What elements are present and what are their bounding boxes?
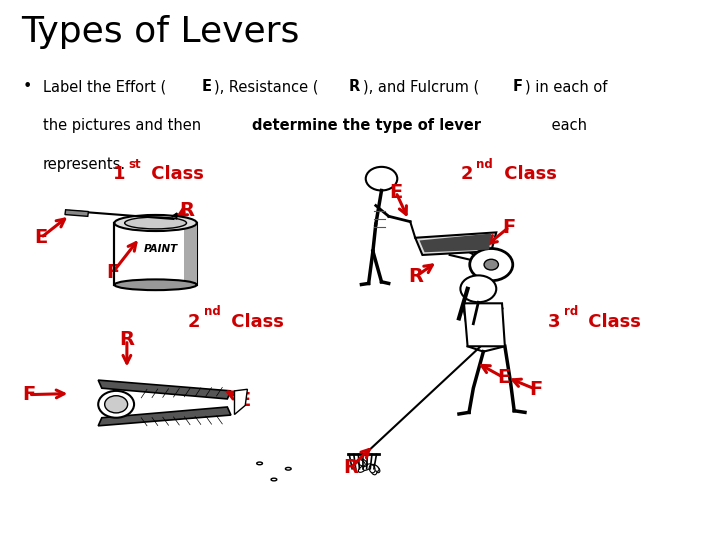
Ellipse shape: [363, 464, 372, 470]
Ellipse shape: [114, 279, 197, 290]
Ellipse shape: [371, 467, 377, 475]
Ellipse shape: [371, 464, 379, 471]
Bar: [184, 223, 197, 285]
Circle shape: [469, 248, 513, 281]
Text: F: F: [106, 263, 120, 282]
Text: rd: rd: [564, 306, 578, 319]
Ellipse shape: [271, 478, 276, 481]
Polygon shape: [235, 389, 248, 415]
Text: E: E: [202, 79, 212, 94]
Text: nd: nd: [204, 306, 221, 319]
Text: F: F: [22, 385, 35, 404]
Text: ), and Fulcrum (: ), and Fulcrum (: [363, 79, 480, 94]
Text: Label the Effort (: Label the Effort (: [43, 79, 166, 94]
Ellipse shape: [357, 460, 365, 466]
Polygon shape: [98, 407, 231, 426]
Ellipse shape: [285, 468, 291, 470]
Circle shape: [104, 396, 127, 413]
Text: represents.: represents.: [43, 157, 126, 172]
Text: F: F: [503, 218, 516, 237]
Text: ), Resistance (: ), Resistance (: [215, 79, 319, 94]
Polygon shape: [420, 233, 491, 252]
Text: R: R: [408, 267, 423, 286]
Text: 2: 2: [188, 313, 200, 331]
Text: 2: 2: [460, 165, 473, 183]
Ellipse shape: [257, 462, 263, 465]
Text: R: R: [179, 201, 194, 220]
Ellipse shape: [369, 465, 375, 473]
Text: PAINT: PAINT: [144, 244, 179, 253]
Text: R: R: [343, 458, 358, 477]
Text: the pictures and then: the pictures and then: [43, 118, 206, 133]
Text: st: st: [129, 158, 141, 171]
Ellipse shape: [114, 215, 197, 231]
Text: ) in each of: ) in each of: [526, 79, 608, 94]
Text: nd: nd: [477, 158, 493, 171]
Text: F: F: [513, 79, 523, 94]
Text: Class: Class: [145, 165, 204, 183]
Text: E: E: [237, 390, 251, 409]
Polygon shape: [464, 303, 505, 346]
Text: Types of Levers: Types of Levers: [22, 15, 300, 49]
Text: R: R: [348, 79, 360, 94]
Text: Class: Class: [498, 165, 557, 183]
Ellipse shape: [359, 465, 366, 472]
Text: E: E: [497, 368, 510, 387]
Polygon shape: [98, 380, 231, 399]
Text: E: E: [390, 183, 402, 201]
Ellipse shape: [360, 459, 367, 466]
Circle shape: [98, 391, 134, 418]
Bar: [114, 223, 197, 285]
Text: 3: 3: [548, 313, 560, 331]
Text: Class: Class: [225, 313, 284, 331]
Ellipse shape: [125, 217, 186, 229]
Text: E: E: [35, 228, 48, 247]
Text: each: each: [546, 118, 587, 133]
Text: Class: Class: [582, 313, 642, 331]
Circle shape: [460, 275, 496, 302]
Text: F: F: [529, 380, 542, 399]
Text: 1: 1: [112, 165, 125, 183]
Circle shape: [366, 167, 397, 191]
Polygon shape: [415, 232, 496, 255]
Text: •: •: [23, 79, 32, 94]
Text: R: R: [120, 330, 135, 349]
Ellipse shape: [373, 465, 380, 472]
Polygon shape: [65, 210, 89, 217]
Text: determine the type of lever: determine the type of lever: [252, 118, 481, 133]
Circle shape: [484, 259, 498, 270]
